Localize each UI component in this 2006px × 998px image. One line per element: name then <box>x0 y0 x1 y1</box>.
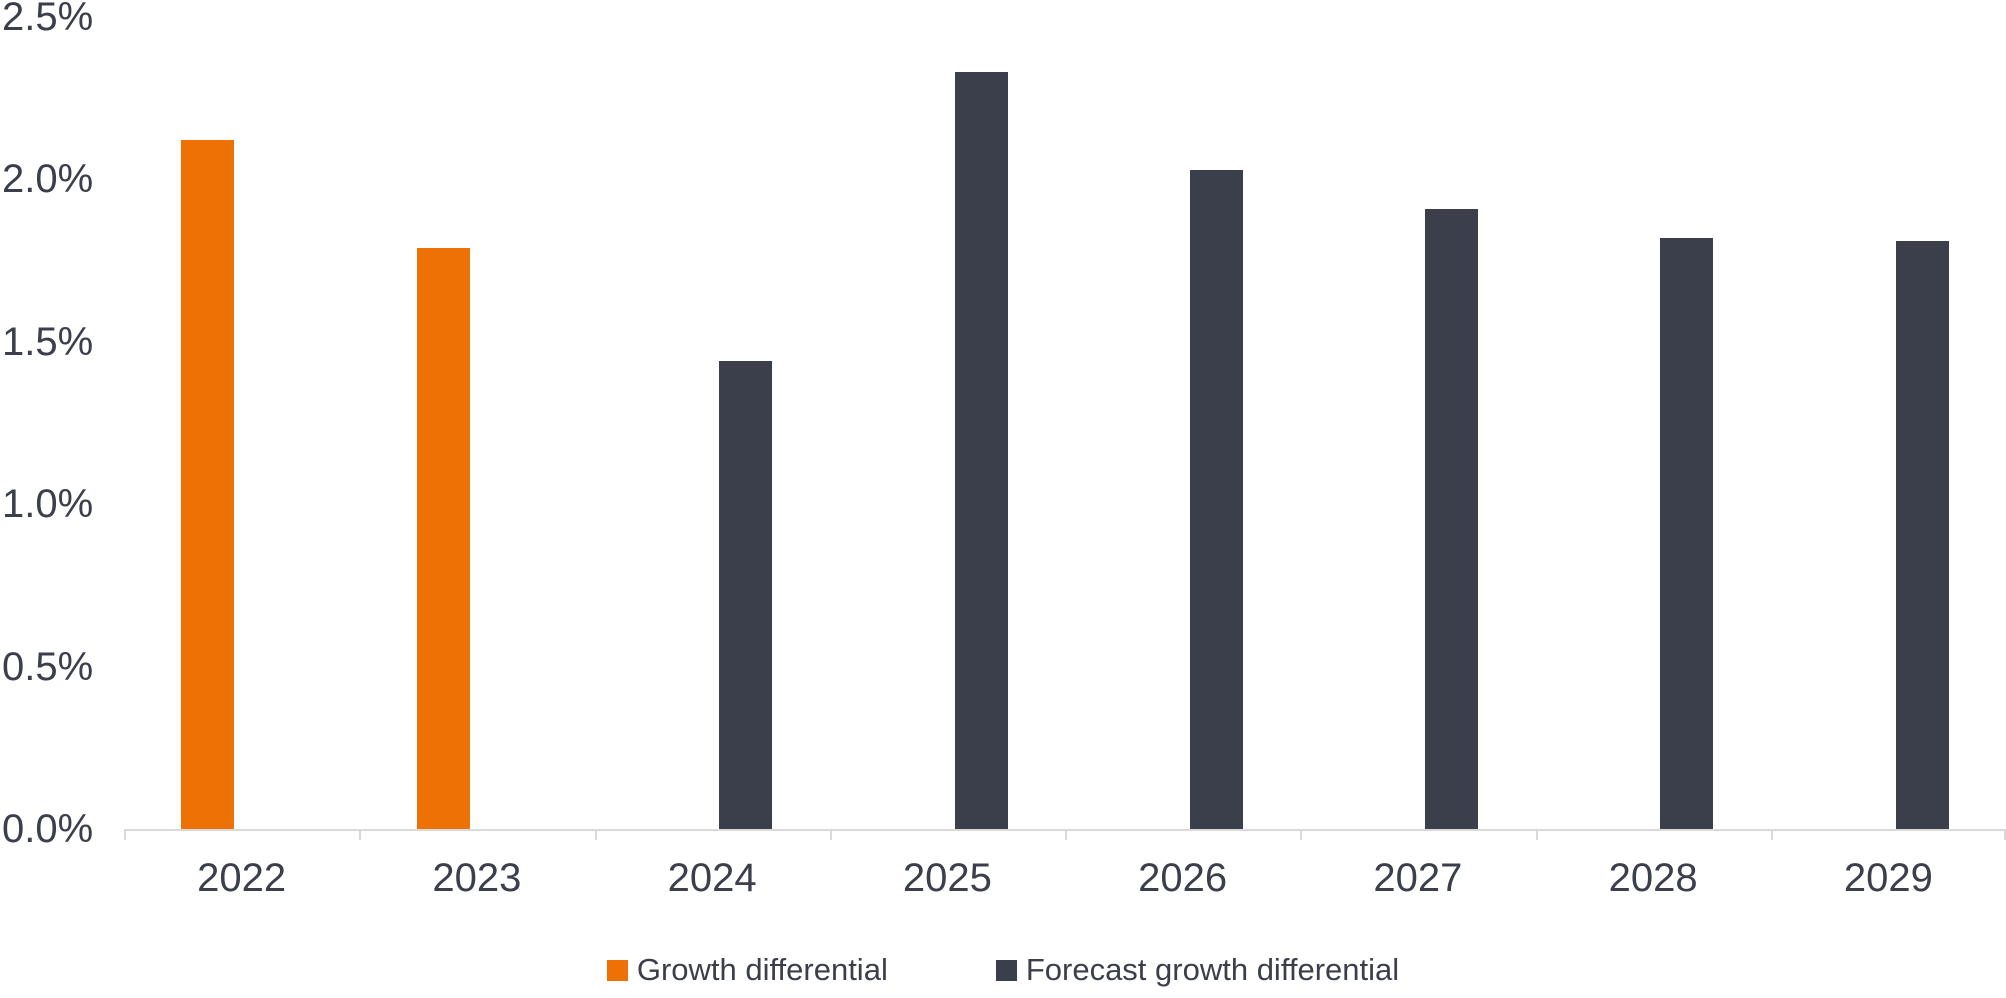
bar-2026 <box>1189 169 1243 829</box>
bar-2027 <box>1425 208 1479 829</box>
y-axis-label: 0.5% <box>2 644 94 689</box>
x-axis-tick <box>1065 829 1067 840</box>
bar-2022 <box>181 140 235 829</box>
x-axis-tick <box>829 829 832 840</box>
bar-2023 <box>416 247 470 829</box>
x-axis-tick <box>359 829 362 840</box>
bar-2024 <box>719 361 773 829</box>
plot-area <box>124 17 2006 840</box>
legend-swatch-icon <box>995 959 1017 981</box>
x-axis-tick <box>594 829 597 840</box>
y-axis-label: 1.0% <box>2 482 94 527</box>
bar-2025 <box>954 72 1008 829</box>
legend: Growth differential Forecast growth diffe… <box>0 952 2006 988</box>
x-axis-label: 2027 <box>1373 856 1463 900</box>
bar-2029 <box>1895 241 1949 829</box>
y-axis-label: 0.0% <box>2 807 94 851</box>
legend-swatch-icon <box>606 959 628 981</box>
bar-2028 <box>1660 237 1714 829</box>
x-axis-tick <box>124 829 126 840</box>
legend-label: Forecast growth differential <box>1025 952 1400 987</box>
x-axis-label: 2025 <box>902 856 992 900</box>
x-axis-label: 2022 <box>197 856 287 900</box>
x-axis-tick <box>1770 829 1773 840</box>
y-axis-label: 2.0% <box>2 157 94 202</box>
x-axis-label: 2023 <box>432 856 522 900</box>
legend-item: Growth differential <box>606 952 888 988</box>
x-axis-label: 2026 <box>1138 856 1228 900</box>
x-axis-label: 2029 <box>1843 856 1933 900</box>
x-axis-tick <box>2004 829 2006 840</box>
x-axis-tick <box>1535 829 1538 840</box>
x-axis-tick <box>1300 829 1303 840</box>
x-axis-label: 2024 <box>667 856 757 900</box>
x-axis-label: 2028 <box>1608 856 1698 900</box>
legend-label: Growth differential <box>636 952 888 987</box>
y-axis-label: 2.5% <box>2 0 94 39</box>
y-axis-label: 1.5% <box>2 319 94 364</box>
legend-item: Forecast growth differential <box>995 952 1400 988</box>
